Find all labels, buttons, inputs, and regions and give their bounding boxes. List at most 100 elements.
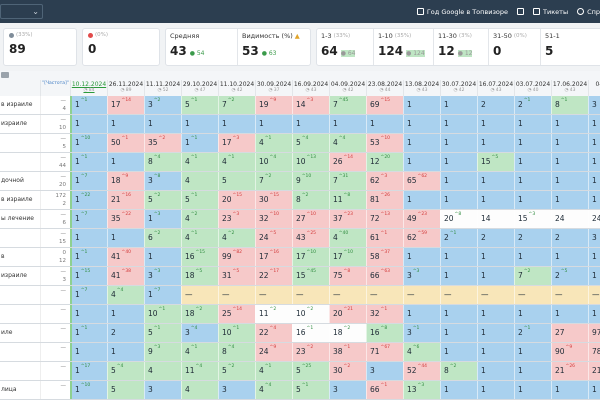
position-cell[interactable]: 1 xyxy=(403,248,440,266)
position-cell[interactable]: 30^2 xyxy=(329,362,366,380)
keyword-cell[interactable] xyxy=(0,229,40,247)
position-cell[interactable]: — xyxy=(588,286,600,304)
position-cell[interactable]: — xyxy=(551,286,588,304)
position-cell[interactable]: 4^1 xyxy=(255,362,292,380)
position-cell[interactable]: 20^15 xyxy=(218,191,255,209)
position-cell[interactable]: — xyxy=(255,286,292,304)
position-cell[interactable]: 1 xyxy=(588,248,600,266)
keyword-cell[interactable]: в израиле xyxy=(0,96,40,114)
position-cell[interactable]: 1 xyxy=(107,115,144,133)
position-cell[interactable]: 3 xyxy=(366,362,403,380)
position-cell[interactable]: 2 xyxy=(551,229,588,247)
position-cell[interactable]: 5 xyxy=(218,172,255,190)
position-cell[interactable]: 35^2 xyxy=(144,134,181,152)
position-cell[interactable]: 3 xyxy=(329,381,366,399)
position-cell[interactable]: 8^2 xyxy=(440,362,477,380)
position-cell[interactable]: 24 xyxy=(551,210,588,228)
position-cell[interactable]: 1 xyxy=(551,381,588,399)
position-cell[interactable]: 1 xyxy=(551,248,588,266)
keyword-cell[interactable]: в xyxy=(0,248,40,266)
position-cell[interactable]: 1 xyxy=(477,191,514,209)
position-cell[interactable]: 1 xyxy=(107,229,144,247)
position-cell[interactable]: 11^2 xyxy=(255,305,292,323)
position-cell[interactable]: 53^10 xyxy=(366,134,403,152)
keyword-cell[interactable] xyxy=(0,343,40,361)
position-cell[interactable]: 1 xyxy=(477,362,514,380)
position-cell[interactable]: 81^26 xyxy=(366,191,403,209)
position-cell[interactable]: 5^25 xyxy=(292,362,329,380)
keyword-cell[interactable]: израиле xyxy=(0,115,40,133)
position-cell[interactable]: 1 xyxy=(255,115,292,133)
position-cell[interactable]: 17^16 xyxy=(255,248,292,266)
position-cell[interactable]: 58^37 xyxy=(366,248,403,266)
position-cell[interactable]: 21^16 xyxy=(107,191,144,209)
position-cell[interactable]: 50^1 xyxy=(107,134,144,152)
position-cell[interactable]: 2^1 xyxy=(514,324,551,342)
position-cell[interactable]: 14^3 xyxy=(292,96,329,114)
date-column-header[interactable]: 13.08.2024 ◔ 43 xyxy=(403,80,440,96)
position-cell[interactable]: 9^10 xyxy=(292,172,329,190)
position-cell[interactable]: — xyxy=(181,286,218,304)
position-cell[interactable]: 4^2 xyxy=(218,229,255,247)
position-cell[interactable]: 1 xyxy=(440,305,477,323)
date-column-header[interactable]: 30.07.2024 ◔ 42 xyxy=(440,80,477,96)
position-cell[interactable]: 16^15 xyxy=(181,248,218,266)
position-cell[interactable]: 1 xyxy=(588,134,600,152)
position-cell[interactable]: 11^4 xyxy=(181,362,218,380)
position-cell[interactable]: 1^10 xyxy=(70,381,107,399)
position-cell[interactable]: 3 xyxy=(588,229,600,247)
position-cell[interactable]: 5^1 xyxy=(144,324,181,342)
position-cell[interactable]: 4 xyxy=(181,172,218,190)
position-cell[interactable]: 4^1 xyxy=(181,153,218,171)
position-cell[interactable]: 15^3 xyxy=(514,210,551,228)
position-cell[interactable]: 1 xyxy=(181,115,218,133)
position-cell[interactable]: 1 xyxy=(588,153,600,171)
position-cell[interactable]: 8^4 xyxy=(144,153,181,171)
position-cell[interactable]: 1 xyxy=(440,324,477,342)
position-cell[interactable]: 66^63 xyxy=(366,267,403,285)
position-cell[interactable]: 1 xyxy=(551,191,588,209)
position-cell[interactable]: 4^4 xyxy=(329,134,366,152)
position-cell[interactable]: 3^4 xyxy=(181,324,218,342)
position-cell[interactable]: 3^8 xyxy=(144,172,181,190)
position-cell[interactable]: 27^10 xyxy=(292,210,329,228)
position-cell[interactable]: 3^3 xyxy=(403,267,440,285)
position-cell[interactable]: — xyxy=(329,286,366,304)
freq-header[interactable]: "[Частота]" xyxy=(40,80,70,96)
keyword-cell[interactable]: ы лечение xyxy=(0,210,40,228)
position-cell[interactable]: 1^7 xyxy=(70,210,107,228)
top-link[interactable] xyxy=(517,8,525,15)
position-cell[interactable]: 3 xyxy=(144,381,181,399)
keyword-cell[interactable] xyxy=(0,362,40,380)
position-cell[interactable]: 62^3 xyxy=(366,172,403,190)
position-cell[interactable]: 17^10 xyxy=(329,248,366,266)
position-cell[interactable]: 1 xyxy=(514,305,551,323)
position-cell[interactable]: 1 xyxy=(477,324,514,342)
position-cell[interactable]: 1 xyxy=(477,305,514,323)
position-cell[interactable]: 1 xyxy=(514,191,551,209)
position-cell[interactable]: 1 xyxy=(292,115,329,133)
position-cell[interactable]: 1^1 xyxy=(70,324,107,342)
position-cell[interactable]: 1 xyxy=(403,115,440,133)
position-cell[interactable]: 1 xyxy=(588,267,600,285)
position-cell[interactable]: 10^1 xyxy=(218,324,255,342)
position-cell[interactable]: 1 xyxy=(440,115,477,133)
position-cell[interactable]: 4^4 xyxy=(255,381,292,399)
position-cell[interactable]: 1 xyxy=(551,153,588,171)
position-cell[interactable]: 5^1 xyxy=(292,381,329,399)
position-cell[interactable]: 17^3 xyxy=(218,134,255,152)
position-cell[interactable]: 4^1 xyxy=(181,343,218,361)
position-cell[interactable]: 30^15 xyxy=(255,191,292,209)
position-cell[interactable]: 1 xyxy=(440,172,477,190)
position-cell[interactable]: 1 xyxy=(477,381,514,399)
position-cell[interactable]: 1^1 xyxy=(70,153,107,171)
date-column-header[interactable]: 04.09.2024 ◔ 42 xyxy=(329,80,366,96)
position-cell[interactable]: 8^4 xyxy=(218,343,255,361)
position-cell[interactable]: 5^2 xyxy=(218,362,255,380)
position-cell[interactable]: 1 xyxy=(514,134,551,152)
position-cell[interactable]: 17^10 xyxy=(292,248,329,266)
position-cell[interactable]: 10^13 xyxy=(292,153,329,171)
position-cell[interactable]: 24^9 xyxy=(255,343,292,361)
position-cell[interactable]: 2 xyxy=(514,229,551,247)
position-cell[interactable]: 1 xyxy=(440,134,477,152)
